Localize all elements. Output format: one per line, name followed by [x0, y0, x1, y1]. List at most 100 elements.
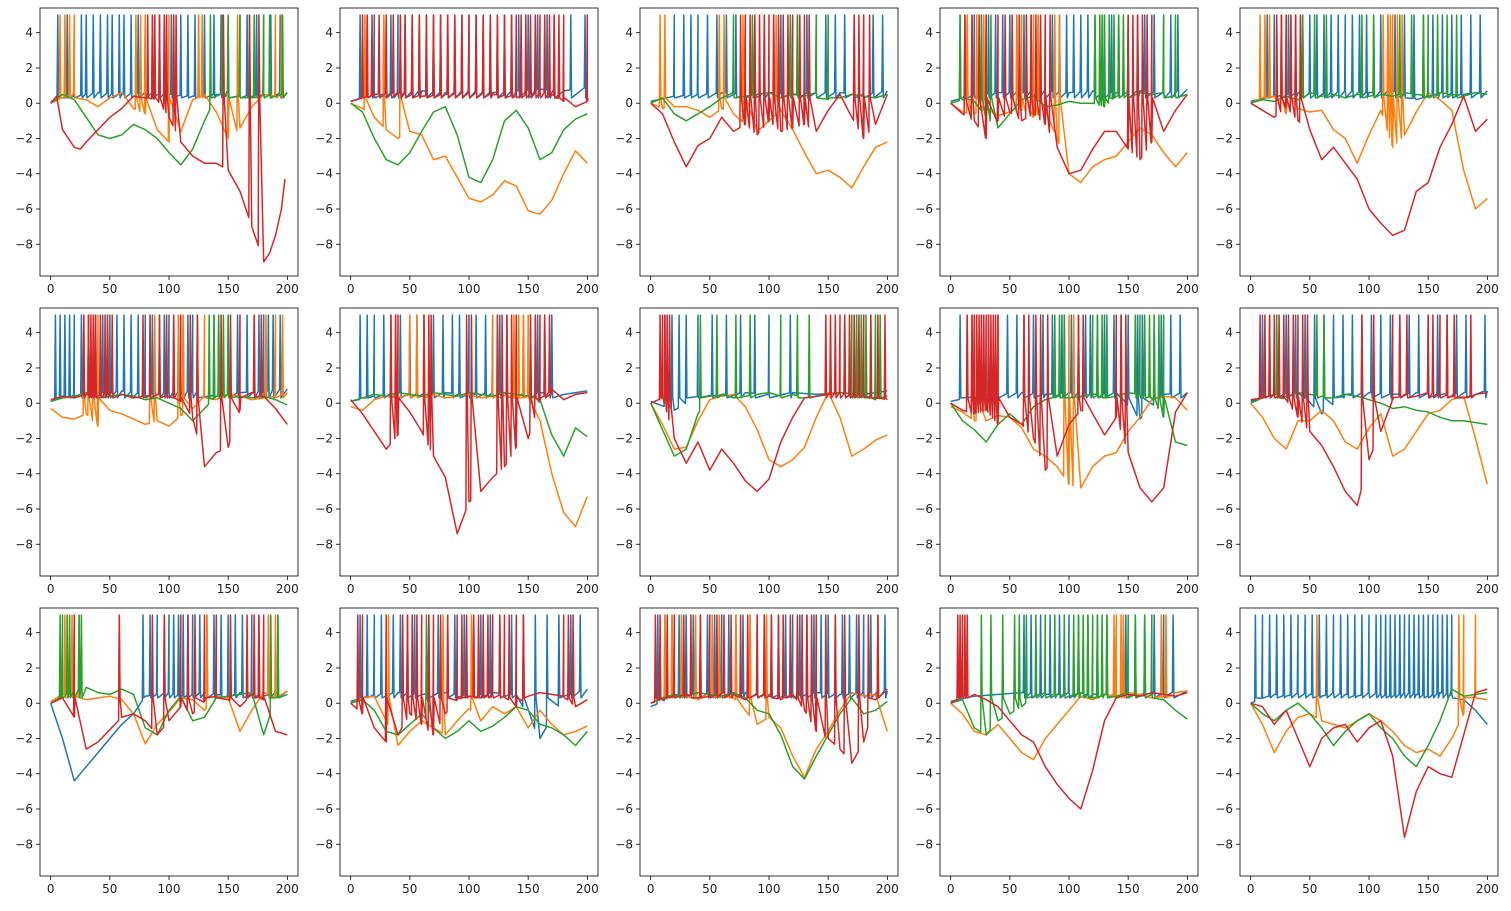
y-tick-label: −4	[615, 467, 633, 481]
y-tick-label: −2	[915, 431, 933, 445]
x-tick-label: 200	[276, 282, 299, 296]
y-tick-label: −6	[315, 502, 333, 516]
y-tick-label: −6	[15, 502, 33, 516]
plot-area	[950, 314, 1188, 503]
y-tick-label: −4	[915, 767, 933, 781]
x-tick-label: 50	[102, 882, 117, 896]
plot-area	[350, 614, 588, 747]
series-line-4	[650, 314, 888, 493]
x-tick-label: 50	[702, 582, 717, 596]
panel-r1c2: 0 50 100 150 200 4 2 0 −2 −4 −6 −8	[315, 7, 599, 296]
y-tick-label: 4	[325, 26, 333, 40]
x-tick-label: 50	[1002, 282, 1017, 296]
x-tick-label: 0	[947, 582, 955, 596]
y-tick-label: −4	[1215, 767, 1233, 781]
y-tick-label: −2	[915, 131, 933, 145]
y-tick-label: −4	[615, 167, 633, 181]
x-tick-label: 150	[817, 582, 840, 596]
series-line-2	[50, 614, 288, 745]
y-tick-label: 2	[625, 661, 633, 675]
y-tick-label: 4	[25, 26, 33, 40]
series-line-4	[350, 614, 588, 743]
series-line-3	[1250, 688, 1488, 768]
series-line-4	[950, 14, 1188, 175]
panel-r2c2: 0 50 100 150 200 4 2 0 −2 −4 −6 −8	[315, 307, 599, 596]
x-tick-label: 150	[1417, 882, 1440, 896]
x-tick-label: 200	[876, 882, 899, 896]
x-tick-label: 50	[402, 282, 417, 296]
y-tick-label: 4	[1225, 26, 1233, 40]
x-tick-label: 100	[758, 282, 781, 296]
x-tick-label: 150	[517, 882, 540, 896]
plot-area	[650, 14, 888, 189]
x-tick-label: 150	[217, 882, 240, 896]
x-tick-label: 150	[1117, 882, 1140, 896]
series-line-4	[50, 314, 288, 468]
series-line-2	[50, 314, 288, 427]
y-tick-label: −8	[15, 237, 33, 251]
x-tick-label: 100	[158, 582, 181, 596]
y-tick-label: 0	[625, 696, 633, 710]
y-tick-label: 4	[325, 326, 333, 340]
series-line-2	[350, 314, 588, 528]
x-tick-label: 50	[1302, 882, 1317, 896]
y-tick-label: 0	[625, 396, 633, 410]
panel-r2c1: 0 50 100 150 200 4 2 0 −2 −4 −6 −8	[15, 307, 299, 596]
panel-r3c2: 0 50 100 150 200 4 2 0 −2 −4 −6 −8	[315, 607, 599, 896]
x-tick-label: 150	[817, 882, 840, 896]
y-tick-label: 0	[925, 96, 933, 110]
y-tick-label: −6	[315, 202, 333, 216]
y-tick-label: 2	[625, 361, 633, 375]
y-tick-label: −2	[615, 131, 633, 145]
x-tick-label: 50	[702, 882, 717, 896]
y-tick-label: 2	[1225, 361, 1233, 375]
x-tick-label: 200	[1476, 882, 1499, 896]
y-tick-label: −4	[15, 467, 33, 481]
series-line-2	[50, 14, 288, 143]
series-line-2	[350, 614, 588, 747]
x-tick-label: 150	[1117, 282, 1140, 296]
y-tick-label: 4	[25, 626, 33, 640]
x-tick-label: 100	[758, 882, 781, 896]
x-tick-label: 100	[458, 282, 481, 296]
series-line-1	[50, 314, 288, 403]
y-tick-label: −2	[315, 131, 333, 145]
y-tick-label: −2	[915, 731, 933, 745]
y-tick-label: −4	[1215, 167, 1233, 181]
y-tick-label: −2	[1215, 131, 1233, 145]
series-line-2	[1250, 614, 1488, 757]
y-tick-label: −2	[1215, 731, 1233, 745]
y-tick-label: 0	[1225, 96, 1233, 110]
x-tick-label: 200	[1176, 582, 1199, 596]
series-line-3	[350, 614, 588, 747]
y-tick-label: −6	[15, 202, 33, 216]
series-line-3	[950, 614, 1188, 736]
series-line-4	[1250, 314, 1488, 507]
y-tick-label: −8	[615, 837, 633, 851]
y-tick-label: −8	[1215, 837, 1233, 851]
x-tick-label: 200	[1476, 582, 1499, 596]
y-tick-label: −8	[615, 537, 633, 551]
plot-area	[350, 314, 588, 535]
y-tick-label: −8	[1215, 237, 1233, 251]
x-tick-label: 150	[817, 282, 840, 296]
y-tick-label: 4	[625, 26, 633, 40]
x-tick-label: 0	[47, 882, 55, 896]
x-tick-label: 200	[576, 582, 599, 596]
panel-r2c3: 0 50 100 150 200 4 2 0 −2 −4 −6 −8	[615, 307, 899, 596]
x-tick-label: 100	[1358, 282, 1381, 296]
x-tick-label: 0	[47, 582, 55, 596]
y-tick-label: 4	[625, 326, 633, 340]
y-tick-label: 0	[25, 96, 33, 110]
y-tick-label: −8	[15, 537, 33, 551]
y-tick-label: 0	[325, 96, 333, 110]
x-tick-label: 50	[1302, 582, 1317, 596]
y-tick-label: −4	[315, 767, 333, 781]
x-tick-label: 150	[517, 582, 540, 596]
y-tick-label: −2	[615, 431, 633, 445]
y-tick-label: −4	[315, 167, 333, 181]
y-tick-label: 0	[325, 696, 333, 710]
panel-r3c3: 0 50 100 150 200 4 2 0 −2 −4 −6 −8	[615, 607, 899, 896]
y-tick-label: −4	[1215, 467, 1233, 481]
